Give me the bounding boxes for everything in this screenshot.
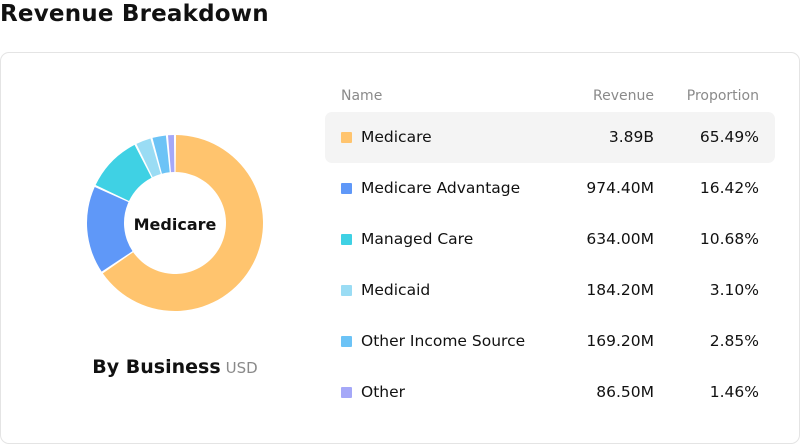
row-proportion: 1.46% xyxy=(709,383,759,401)
row-revenue: 3.89B xyxy=(608,128,654,146)
table-row[interactable]: Managed Care 634.00M 10.68% xyxy=(325,214,775,265)
legend-swatch xyxy=(341,285,352,296)
row-proportion: 10.68% xyxy=(699,230,759,248)
legend-swatch xyxy=(341,132,352,143)
row-revenue: 86.50M xyxy=(596,383,654,401)
table-row[interactable]: Other Income Source 169.20M 2.85% xyxy=(325,316,775,367)
chart-caption: By Business USD xyxy=(0,356,350,378)
table-row[interactable]: Medicare 3.89B 65.49% xyxy=(325,112,775,163)
row-revenue: 169.20M xyxy=(586,332,654,350)
chart-caption-unit: USD xyxy=(225,359,258,377)
donut-chart: Medicare xyxy=(86,134,266,314)
legend-swatch xyxy=(341,234,352,245)
table-row[interactable]: Other 86.50M 1.46% xyxy=(325,367,775,418)
header-proportion[interactable]: Proportion xyxy=(686,88,759,104)
row-name: Medicare xyxy=(361,128,432,146)
table-body: Medicare 3.89B 65.49% Medicare Advantage… xyxy=(325,112,775,418)
donut-slice-medicaid[interactable] xyxy=(136,138,161,178)
page-title: Revenue Breakdown xyxy=(0,1,269,27)
row-proportion: 65.49% xyxy=(699,128,759,146)
row-name: Other xyxy=(361,383,406,401)
legend-swatch xyxy=(341,183,352,194)
donut-chart-svg xyxy=(86,135,263,311)
table-row[interactable]: Medicaid 184.20M 3.10% xyxy=(325,265,775,316)
header-name: Name xyxy=(341,88,383,104)
row-proportion: 2.85% xyxy=(709,332,759,350)
row-proportion: 16.42% xyxy=(699,179,759,197)
row-name: Medicare Advantage xyxy=(361,179,521,197)
row-name: Medicaid xyxy=(361,281,431,299)
table-row[interactable]: Medicare Advantage 974.40M 16.42% xyxy=(325,163,775,214)
revenue-table: Name Revenue Proportion Medicare 3.89B 6… xyxy=(325,80,775,418)
legend-swatch xyxy=(341,387,352,398)
table-header: Name Revenue Proportion xyxy=(325,80,775,112)
donut-slice-managed-care[interactable] xyxy=(95,144,152,201)
row-name: Other Income Source xyxy=(361,332,526,350)
chart-caption-title: By Business xyxy=(92,356,221,378)
legend-swatch xyxy=(341,336,352,347)
row-name: Managed Care xyxy=(361,230,474,248)
donut-center-label: Medicare xyxy=(133,214,217,234)
row-revenue: 184.20M xyxy=(586,281,654,299)
donut-slice-other-income-source[interactable] xyxy=(152,135,170,174)
donut-slice-other[interactable] xyxy=(167,135,175,173)
header-revenue[interactable]: Revenue xyxy=(593,88,654,104)
row-proportion: 3.10% xyxy=(709,281,759,299)
donut-slice-medicare-advantage[interactable] xyxy=(86,186,133,272)
row-revenue: 974.40M xyxy=(586,179,654,197)
row-revenue: 634.00M xyxy=(586,230,654,248)
donut-slice-medicare[interactable] xyxy=(102,135,263,311)
